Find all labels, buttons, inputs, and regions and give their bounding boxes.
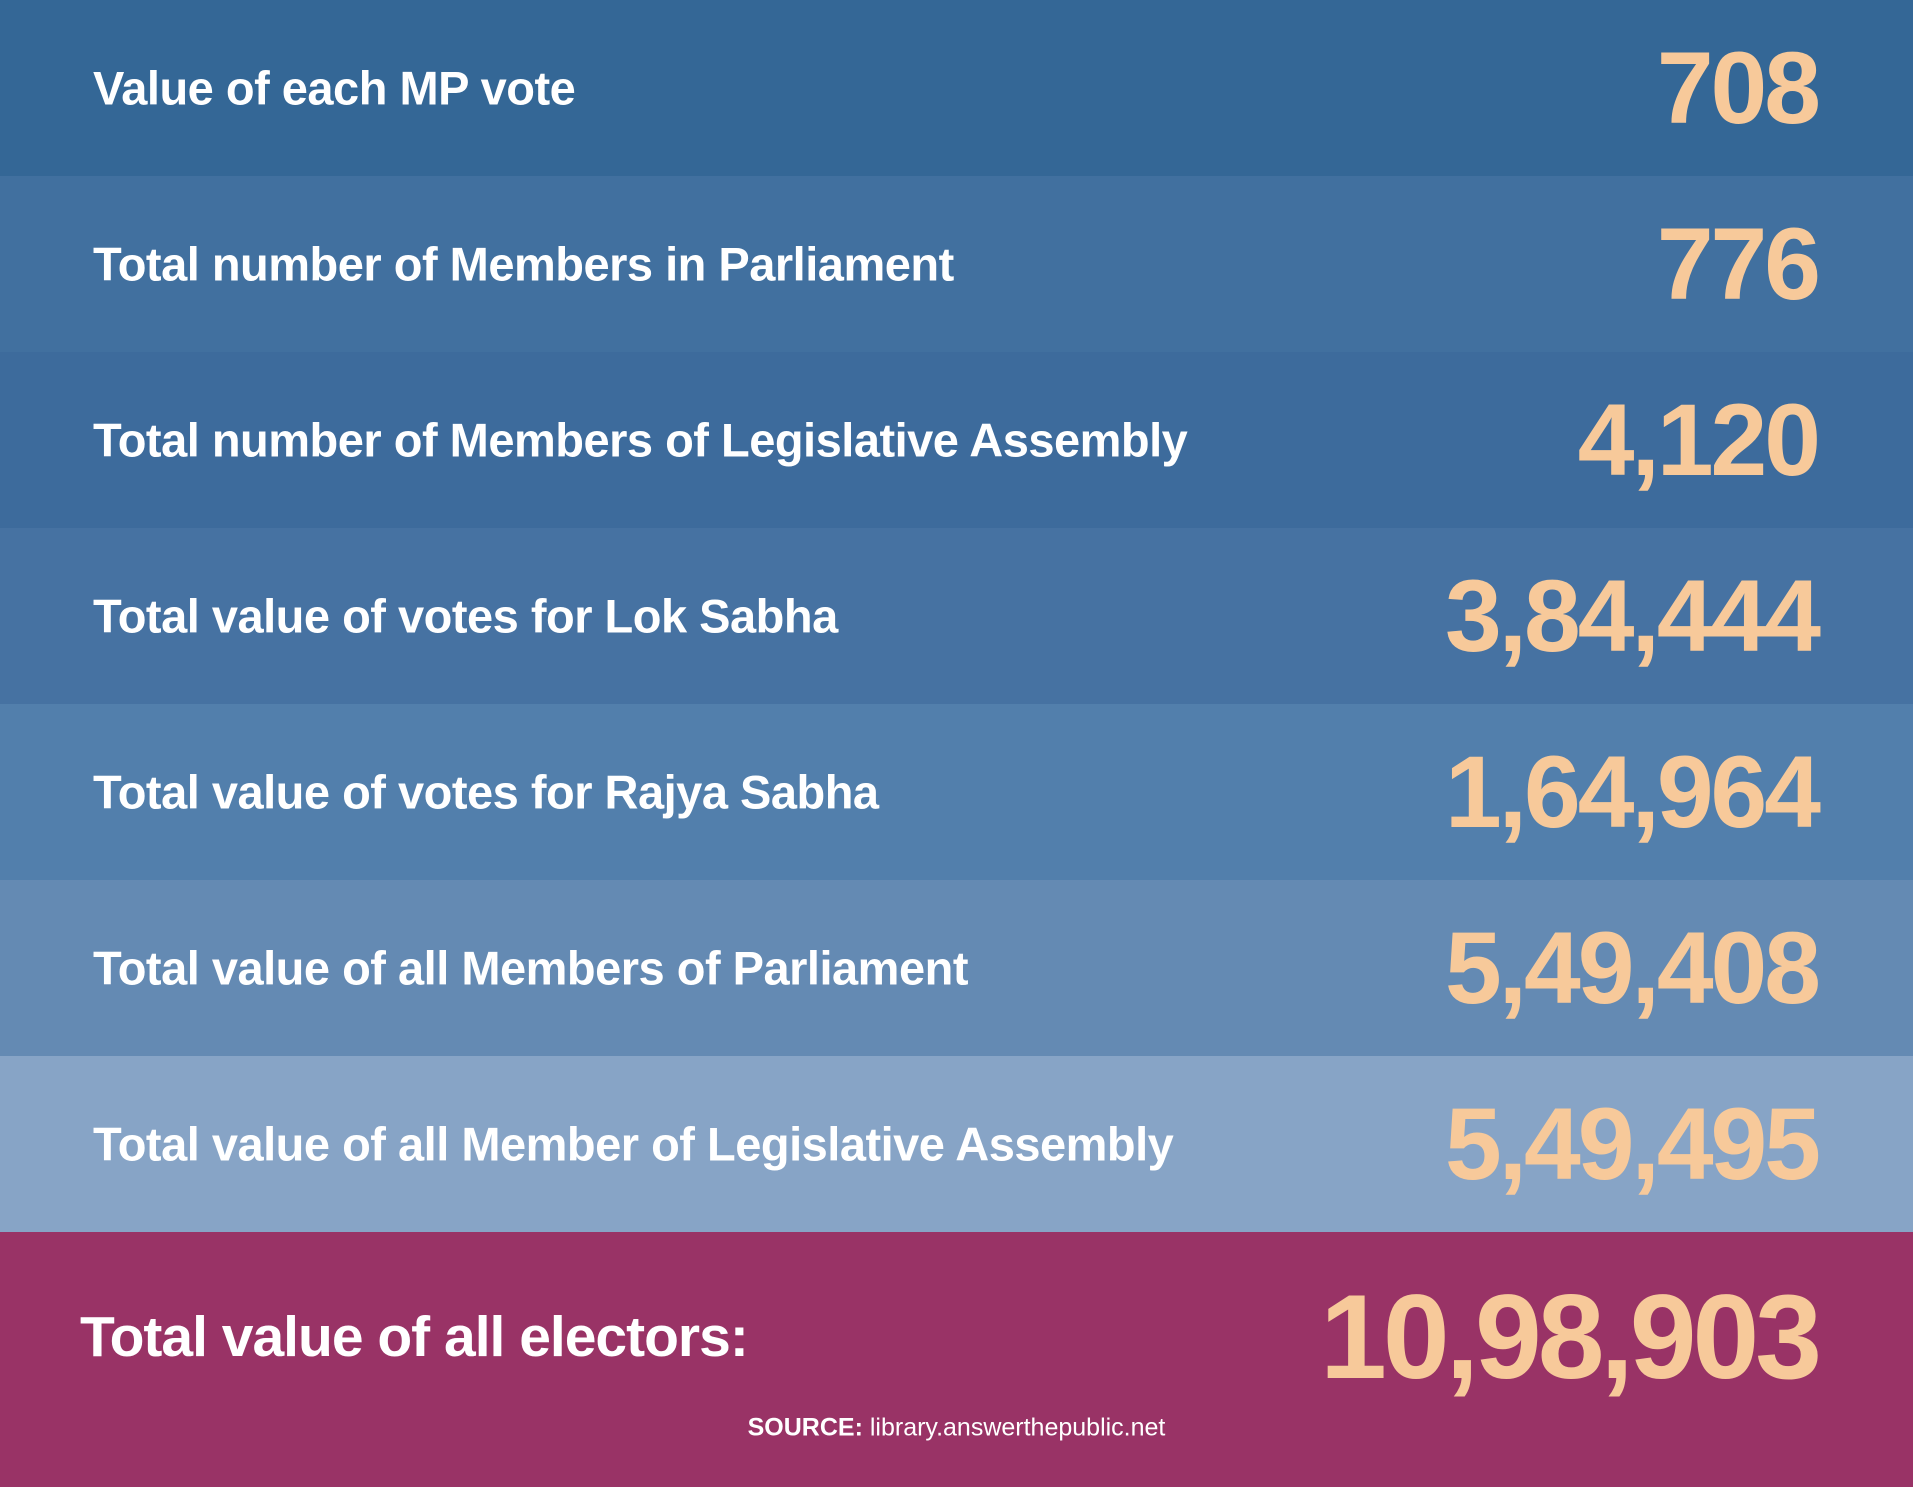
row-members-parliament: Total number of Members in Parliament 77… [0, 176, 1913, 352]
row-value: 5,49,495 [1444, 1087, 1821, 1201]
row-label: Total value of votes for Rajya Sabha [93, 765, 879, 819]
row-label: Total number of Members of Legislative A… [93, 413, 1188, 467]
row-value: 1,64,964 [1444, 735, 1821, 849]
source-credit: SOURCE: library.answerthepublic.net [0, 1414, 1913, 1443]
row-label: Total number of Members in Parliament [93, 237, 954, 291]
row-all-mp-value: Total value of all Members of Parliament… [0, 880, 1913, 1056]
source-key: SOURCE: [747, 1413, 863, 1442]
row-label: Total value of all Members of Parliament [93, 941, 968, 995]
row-value: 5,49,408 [1444, 911, 1821, 1025]
row-value: 708 [1656, 31, 1821, 145]
total-electors-panel: Total value of all electors: 10,98,903 S… [0, 1232, 1913, 1487]
total-label: Total value of all electors: [80, 1305, 749, 1369]
row-label: Total value of votes for Lok Sabha [93, 589, 838, 643]
row-value: 3,84,444 [1444, 559, 1821, 673]
row-value: 4,120 [1577, 383, 1821, 497]
row-rajya-sabha-votes: Total value of votes for Rajya Sabha 1,6… [0, 704, 1913, 880]
row-lok-sabha-votes: Total value of votes for Lok Sabha 3,84,… [0, 528, 1913, 704]
row-all-mla-value: Total value of all Member of Legislative… [0, 1056, 1913, 1232]
row-members-legislative-assembly: Total number of Members of Legislative A… [0, 352, 1913, 528]
row-mp-vote-value: Value of each MP vote 708 [0, 0, 1913, 176]
row-label: Value of each MP vote [93, 61, 576, 115]
source-text: library.answerthepublic.net [862, 1413, 1166, 1442]
row-label: Total value of all Member of Legislative… [93, 1117, 1174, 1171]
row-value: 776 [1656, 207, 1821, 321]
total-value: 10,98,903 [1320, 1270, 1822, 1404]
